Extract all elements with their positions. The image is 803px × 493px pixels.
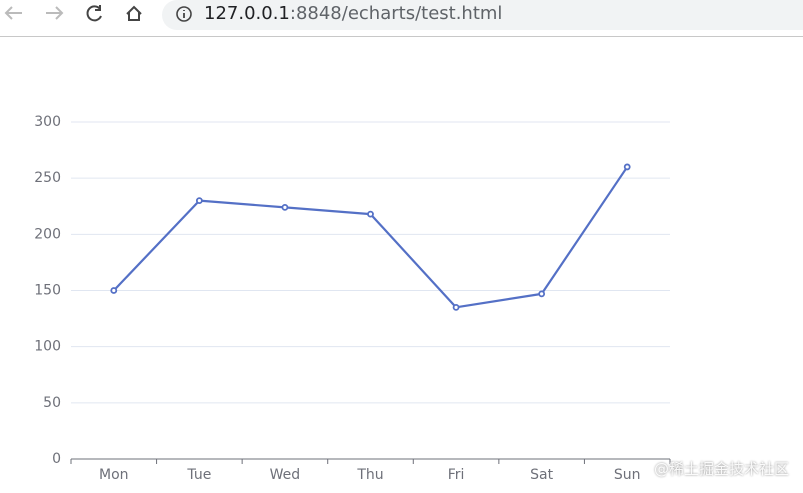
y-tick-label: 100 bbox=[34, 339, 61, 355]
point bbox=[623, 163, 631, 171]
x-tick-label: Tue bbox=[186, 467, 211, 483]
browser-toolbar: 127.0.0.1:8848/echarts/test.html bbox=[0, 0, 803, 37]
point bbox=[110, 287, 118, 294]
back-button[interactable] bbox=[4, 6, 22, 20]
x-tick-label: Sun bbox=[614, 467, 641, 483]
url-path: :8848/echarts/test.html bbox=[289, 3, 503, 24]
point bbox=[538, 290, 546, 298]
chart: 0 50 100 150 200 250 300 Mon Tue Wed Thu Fri Sat Sun bbox=[34, 114, 671, 483]
forward-button[interactable] bbox=[46, 6, 64, 20]
x-tick-label: Sat bbox=[530, 467, 553, 483]
nav-icons bbox=[4, 5, 142, 22]
y-tick-label: 200 bbox=[34, 226, 61, 242]
x-tick-label: Thu bbox=[356, 467, 383, 483]
url-host: 127.0.0.1 bbox=[204, 3, 290, 24]
point bbox=[452, 303, 460, 311]
home-button[interactable] bbox=[126, 5, 142, 21]
line bbox=[112, 166, 629, 309]
watermark: @稀土掘金技术社区 bbox=[653, 460, 789, 478]
y-tick-label: 150 bbox=[34, 283, 61, 299]
point bbox=[281, 203, 289, 211]
url: 127.0.0.1:8848/echarts/test.html bbox=[204, 3, 502, 25]
y-tick-label: 50 bbox=[43, 395, 61, 411]
x-tick-label: Fri bbox=[448, 467, 465, 483]
reload-button[interactable] bbox=[86, 5, 102, 22]
y-tick-label: 300 bbox=[34, 114, 61, 130]
x-tick-label: Mon bbox=[99, 467, 129, 483]
x-tick-label: Wed bbox=[270, 467, 301, 483]
address-bar[interactable] bbox=[162, 0, 803, 30]
point bbox=[367, 210, 374, 218]
point bbox=[195, 197, 203, 205]
y-tick-label: 0 bbox=[52, 451, 61, 467]
info-icon bbox=[176, 6, 192, 22]
y-tick-label: 250 bbox=[34, 170, 61, 186]
